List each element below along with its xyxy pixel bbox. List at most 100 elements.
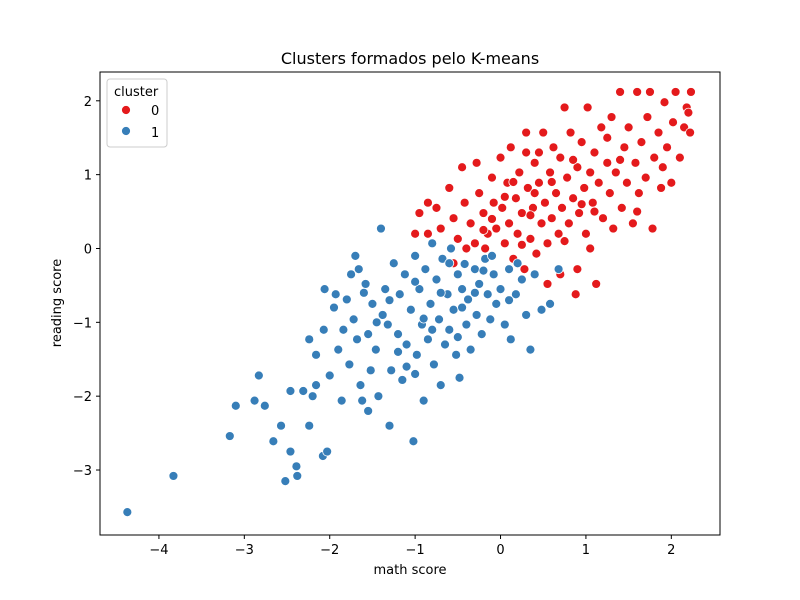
data-point-cluster-0: [531, 248, 542, 259]
y-tick-label: 1: [84, 169, 92, 184]
data-point-cluster-0: [525, 210, 536, 221]
data-point-cluster-0: [545, 167, 555, 178]
data-point-cluster-1: [525, 344, 536, 355]
data-point-cluster-0: [480, 243, 491, 254]
data-point-cluster-1: [292, 471, 303, 481]
data-point-cluster-0: [452, 233, 463, 244]
data-point-cluster-1: [459, 259, 470, 269]
data-point-cluster-1: [352, 334, 362, 345]
data-point-cluster-1: [397, 375, 408, 385]
data-point-cluster-0: [529, 188, 540, 199]
data-point-cluster-0: [576, 137, 587, 148]
data-point-cluster-0: [659, 97, 670, 108]
data-point-cluster-1: [435, 380, 446, 390]
data-point-cluster-1: [285, 386, 296, 396]
x-axis-ticks: −4 −3 −2 −1 0 1 2: [149, 535, 675, 558]
x-tick-label: −1: [406, 543, 425, 558]
data-point-cluster-0: [497, 202, 508, 213]
data-point-cluster-0: [632, 87, 643, 97]
data-point-cluster-1: [491, 298, 502, 309]
legend-marker-0: [121, 105, 131, 115]
data-point-cluster-1: [418, 313, 429, 324]
data-point-cluster-1: [470, 287, 480, 298]
data-point-cluster-1: [330, 289, 341, 300]
data-point-cluster-0: [616, 202, 627, 213]
data-point-cluster-0: [622, 177, 632, 188]
data-point-cluster-0: [562, 172, 573, 183]
data-point-cluster-0: [553, 228, 564, 239]
data-point-cluster-0: [510, 193, 521, 204]
data-point-cluster-0: [570, 289, 581, 300]
data-point-cluster-1: [448, 304, 459, 315]
y-axis-ticks: −3 −2 −1 0 1 2: [73, 95, 100, 479]
data-point-cluster-0: [579, 183, 590, 193]
data-point-cluster-1: [414, 284, 425, 295]
data-point-cluster-0: [488, 197, 499, 208]
legend-label-0: 0: [151, 104, 159, 119]
data-point-cluster-0: [508, 177, 519, 187]
data-point-cluster-0: [581, 228, 591, 239]
data-point-cluster-1: [276, 420, 286, 431]
data-point-cluster-0: [591, 279, 602, 289]
data-point-cluster-1: [363, 406, 374, 416]
data-point-cluster-0: [542, 238, 553, 249]
data-point-cluster-0: [587, 197, 598, 208]
data-point-cluster-1: [454, 372, 465, 383]
x-tick-label: 0: [496, 543, 504, 558]
x-tick-label: −4: [149, 543, 168, 558]
data-point-cluster-1: [452, 269, 463, 280]
data-point-cluster-0: [633, 188, 644, 199]
data-point-cluster-0: [410, 228, 421, 239]
data-point-cluster-1: [324, 370, 335, 381]
data-point-cluster-0: [608, 223, 619, 234]
data-point-cluster-1: [344, 359, 355, 370]
data-point-cluster-1: [311, 380, 321, 390]
data-point-cluster-0: [491, 223, 502, 234]
data-point-cluster-0: [585, 243, 596, 254]
data-point-cluster-1: [291, 461, 302, 472]
data-point-cluster-0: [423, 228, 433, 239]
data-point-cluster-1: [521, 310, 532, 320]
data-point-cluster-0: [627, 218, 638, 229]
data-point-cluster-1: [410, 250, 421, 261]
data-point-cluster-1: [495, 284, 506, 295]
data-point-cluster-0: [604, 188, 615, 199]
data-point-cluster-0: [470, 238, 480, 249]
data-point-cluster-0: [668, 117, 678, 128]
data-point-cluster-1: [465, 344, 476, 355]
data-point-cluster-1: [346, 269, 356, 280]
data-point-cluster-0: [555, 152, 566, 163]
data-point-cluster-0: [589, 206, 600, 217]
data-point-cluster-0: [542, 279, 553, 289]
data-point-cluster-0: [459, 197, 470, 208]
data-point-cluster-0: [534, 147, 544, 158]
data-point-cluster-1: [504, 264, 514, 275]
data-point-cluster-1: [545, 298, 555, 309]
data-point-cluster-0: [499, 238, 510, 249]
data-point-cluster-0: [461, 243, 472, 254]
data-point-cluster-1: [380, 284, 391, 295]
data-point-cluster-0: [465, 218, 476, 229]
data-point-cluster-1: [280, 476, 291, 486]
data-point-cluster-0: [529, 157, 540, 168]
data-point-cluster-0: [557, 202, 567, 213]
data-point-cluster-1: [401, 361, 412, 372]
data-point-cluster-1: [457, 302, 467, 313]
data-point-cluster-0: [632, 206, 643, 217]
data-point-cluster-1: [427, 238, 438, 249]
data-point-cluster-0: [657, 162, 668, 173]
data-point-cluster-1: [504, 295, 514, 306]
data-point-cluster-1: [253, 370, 264, 381]
data-point-cluster-1: [373, 391, 384, 402]
data-point-cluster-0: [414, 208, 425, 218]
data-point-cluster-0: [487, 214, 497, 224]
data-point-cluster-1: [451, 349, 462, 360]
data-point-cluster-1: [446, 243, 456, 254]
data-point-cluster-0: [559, 102, 570, 113]
data-point-cluster-1: [457, 284, 467, 295]
y-tick-label: −1: [73, 316, 92, 331]
y-tick-label: −3: [73, 464, 92, 479]
data-point-cluster-0: [610, 167, 621, 178]
data-point-cluster-0: [521, 127, 532, 138]
x-tick-label: −2: [320, 543, 339, 558]
